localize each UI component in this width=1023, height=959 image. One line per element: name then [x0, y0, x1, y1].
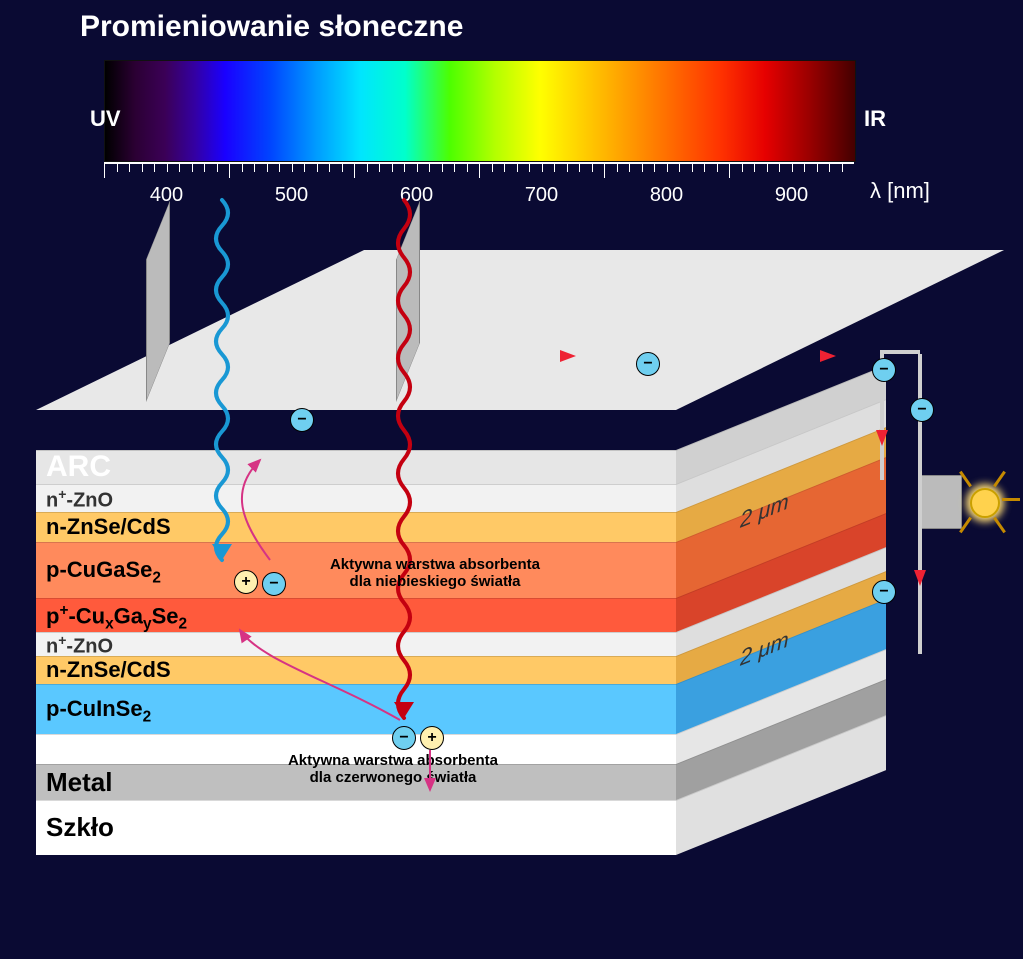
- current-arrow-side-1: [876, 430, 888, 446]
- annotation-blue-absorber: Aktywna warstwa absorbenta dla niebieski…: [300, 556, 570, 590]
- layer-front-nznoo2: [36, 632, 676, 657]
- external-wire-top-h: [880, 350, 920, 354]
- electron-marker-top-2: −: [636, 352, 660, 376]
- spectrum-gradient: [104, 60, 856, 162]
- layer-label-cugase2: p+-CuxGaySe2: [46, 602, 187, 634]
- bulb-ray-4: [993, 517, 1006, 533]
- electron-marker-wire-3: −: [872, 580, 896, 604]
- annotation-red-l1: Aktywna warstwa absorbenta: [288, 752, 498, 769]
- current-arrow-top-2: [820, 350, 836, 362]
- spectrum-tick-400: 400: [104, 184, 229, 207]
- layer-label-cugase: p-CuGaSe2: [46, 557, 161, 587]
- spectrum-uv-label: UV: [90, 106, 121, 132]
- layer-label-arc: ARC: [46, 450, 111, 484]
- layer-front-szklo: [36, 800, 676, 855]
- layer-label-znse2: n-ZnSe/CdS: [46, 657, 171, 683]
- spectrum-tick-labels: 400500600700800900: [104, 184, 854, 207]
- spectrum-ticks: [104, 164, 854, 178]
- annotation-blue-l2: dla niebieskiego światła: [350, 573, 521, 590]
- hole-marker-blue-layer: +: [234, 570, 258, 594]
- layer-front-nznoo1: [36, 484, 676, 513]
- bulb-ray-5: [1002, 498, 1020, 501]
- current-arrow-side-2: [914, 570, 926, 586]
- side-contact-block: [920, 475, 962, 529]
- diagram-title: Promieniowanie słoneczne: [80, 10, 463, 44]
- hole-marker-red-layer: +: [420, 726, 444, 750]
- spectrum-tick-800: 800: [604, 184, 729, 207]
- electron-marker-red-layer: −: [392, 726, 416, 750]
- spectrum-ir-label: IR: [864, 106, 886, 132]
- electron-marker-wire-1: −: [872, 358, 896, 382]
- solar-cell-stack: ARCn+-ZnOn-ZnSe/CdSp-CuGaSe2p+-CuxGaySe2…: [36, 360, 976, 940]
- spectrum-tick-500: 500: [229, 184, 354, 207]
- electron-marker-wire-2: −: [910, 398, 934, 422]
- electron-marker-blue-layer: −: [262, 572, 286, 596]
- layer-label-metal: Metal: [46, 767, 112, 798]
- annotation-red-absorber: Aktywna warstwa absorbenta dla czerwoneg…: [258, 752, 528, 786]
- current-arrow-top-1: [560, 350, 576, 362]
- spectrum-tick-900: 900: [729, 184, 854, 207]
- layer-label-znse1: n-ZnSe/CdS: [46, 514, 171, 540]
- annotation-red-l2: dla czerwonego światła: [310, 769, 477, 786]
- bulb-ray-2: [993, 471, 1006, 487]
- diagram-root: Promieniowanie słoneczne UV IR 400500600…: [0, 0, 1023, 959]
- layer-label-nznoo2: n+-ZnO: [46, 632, 113, 659]
- annotation-blue-l1: Aktywna warstwa absorbenta: [330, 556, 540, 573]
- layer-label-szklo: Szkło: [46, 812, 114, 843]
- solar-spectrum: UV IR 400500600700800900: [104, 60, 854, 207]
- spectrum-tick-700: 700: [479, 184, 604, 207]
- electron-marker-top-1: −: [290, 408, 314, 432]
- light-bulb-icon: [970, 488, 1000, 518]
- spectrum-lambda-label: λ [nm]: [870, 178, 930, 204]
- spectrum-tick-600: 600: [354, 184, 479, 207]
- layer-front-arc: [36, 450, 676, 485]
- layer-label-cuinse: p-CuInSe2: [46, 696, 151, 726]
- layer-label-nznoo1: n+-ZnO: [46, 486, 113, 513]
